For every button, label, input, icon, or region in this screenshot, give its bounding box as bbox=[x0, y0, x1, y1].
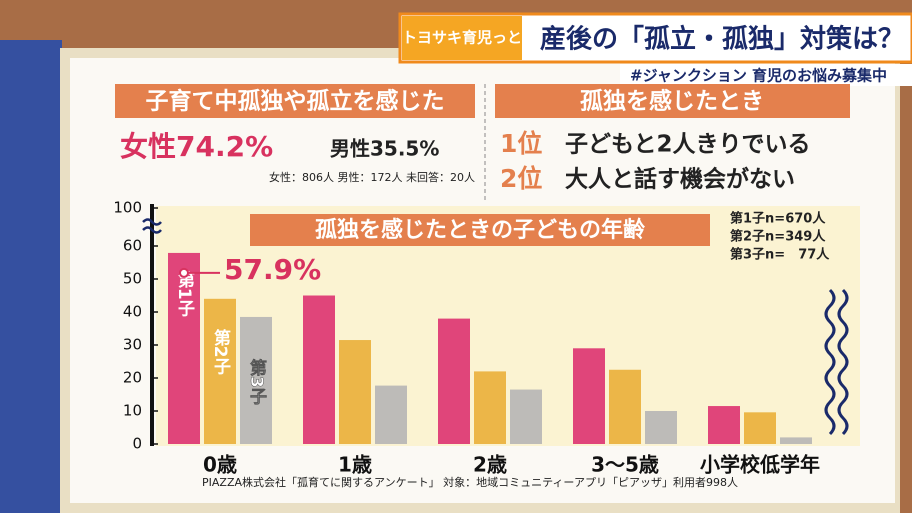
y-tick-label: 50 bbox=[123, 270, 142, 288]
series-label: 第3子 bbox=[246, 358, 267, 406]
series-label: 第1子 bbox=[174, 270, 195, 318]
bar bbox=[573, 348, 605, 444]
rank-text: 大人と話す機会がない bbox=[565, 166, 795, 193]
left-heading: 子育て中孤独や孤立を感じた bbox=[146, 88, 445, 115]
note: 第2子n=349人 bbox=[730, 229, 826, 245]
note: 第1子n=670人 bbox=[730, 211, 826, 227]
male-rate: 男性35.5% bbox=[330, 137, 439, 161]
left-heading-bg bbox=[115, 84, 475, 118]
x-tick-label: 1歳 bbox=[338, 453, 372, 477]
label-dot bbox=[179, 267, 189, 278]
rank-text: 子どもと2人きりでいる bbox=[565, 132, 811, 158]
y-tick-label: 10 bbox=[123, 402, 142, 420]
bar bbox=[609, 369, 641, 444]
bar bbox=[240, 316, 272, 444]
bar bbox=[510, 389, 542, 444]
bar bbox=[744, 412, 776, 444]
bar bbox=[339, 340, 371, 444]
hashtag-bg bbox=[620, 64, 912, 86]
bar bbox=[780, 437, 812, 444]
y-tick-label: 100 bbox=[113, 199, 142, 217]
x-tick-label: 2歳 bbox=[473, 453, 507, 477]
rank: 2位 bbox=[500, 164, 542, 193]
series-label: 第2子 bbox=[210, 328, 231, 376]
bar bbox=[474, 371, 506, 444]
counts: 女性：806人 男性：172人 未回答：20人 bbox=[269, 170, 475, 184]
y-tick-label: 40 bbox=[123, 303, 142, 321]
x-tick-label: 小学校低学年 bbox=[700, 453, 820, 477]
right-heading: 孤独を感じたとき bbox=[580, 88, 764, 115]
y-tick-label: 20 bbox=[123, 369, 142, 387]
data-label: 57.9% bbox=[224, 253, 321, 286]
y-tick-label: 60 bbox=[123, 237, 142, 255]
chart-title: 孤独を感じたときの子どもの年齢 bbox=[315, 217, 646, 243]
bar bbox=[168, 252, 200, 444]
bar bbox=[708, 406, 740, 444]
source: PIAZZA株式会社「孤育てに関するアンケート」 対象：地域コミュニティーアプリ… bbox=[202, 475, 738, 489]
x-tick-label: 3～5歳 bbox=[591, 453, 659, 477]
y-tick-label: 0 bbox=[132, 435, 142, 453]
hashtag: #ジャンクション 育児のお悩み募集中 bbox=[630, 67, 887, 85]
logo: トヨサキ育児っと bbox=[402, 29, 522, 47]
bar bbox=[645, 411, 677, 444]
bar bbox=[375, 385, 407, 444]
logo-bg bbox=[402, 16, 522, 60]
bar bbox=[303, 295, 335, 444]
axis-break bbox=[142, 218, 162, 234]
note: 第3子n= 77人 bbox=[730, 247, 830, 263]
bar bbox=[204, 298, 236, 444]
chart-title-bg bbox=[250, 214, 710, 246]
female-rate: 女性74.2% bbox=[120, 130, 273, 163]
rank: 1位 bbox=[500, 129, 542, 158]
wave-decoration bbox=[824, 288, 836, 436]
right-heading-bg bbox=[495, 84, 850, 118]
x-tick-label: 0歳 bbox=[203, 453, 237, 477]
y-tick-label: 30 bbox=[123, 336, 142, 354]
header-title: 産後の「孤立・孤独」対策は？ bbox=[540, 24, 904, 55]
wave-decoration bbox=[837, 288, 849, 436]
side-panel bbox=[0, 40, 62, 513]
bar bbox=[438, 318, 470, 444]
